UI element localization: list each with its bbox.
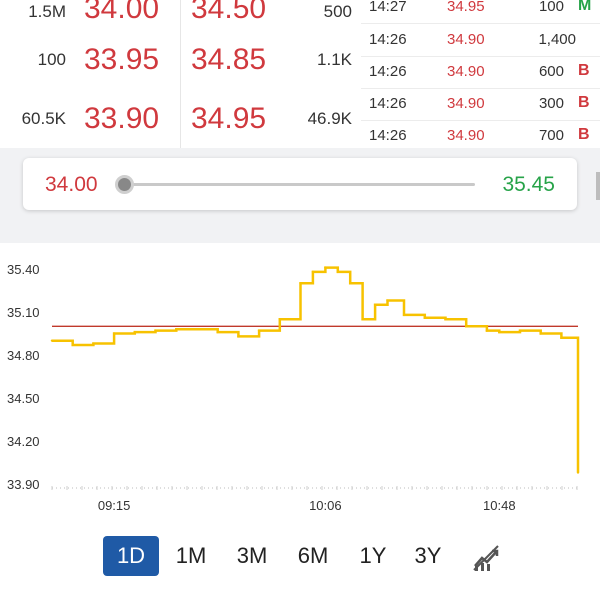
ask-volume: 500 — [323, 2, 352, 21]
trade-row: 14:27 34.95 100 M — [361, 0, 600, 24]
ask-price: 34.85 — [191, 43, 267, 76]
trade-row: 14:26 34.90 300 B — [361, 89, 600, 121]
order-book-row: 1.5M 34.00 34.50 500 — [0, 0, 360, 40]
price-point — [175, 328, 178, 331]
day-range-track — [125, 183, 475, 186]
ask-price: 34.95 — [191, 102, 267, 135]
ask-volume: 46.9K — [307, 109, 352, 128]
tab-1d[interactable]: 1D — [103, 536, 159, 576]
price-point — [539, 332, 542, 335]
tab-1m[interactable]: 1M — [175, 543, 207, 568]
trade-volume: 600 — [538, 63, 564, 80]
trade-side: B — [578, 126, 590, 143]
intraday-chart[interactable]: 35.40 35.10 34.80 34.50 34.20 33.90 09:15 10:06… — [0, 243, 600, 523]
x-tick-label: 10:06 — [309, 498, 342, 513]
order-book-row: 100 33.95 34.85 1.1K — [0, 30, 360, 88]
day-high-value: 35.45 — [502, 173, 555, 196]
tab-3m[interactable]: 3M — [236, 543, 268, 568]
trade-volume: 1,400 — [538, 31, 576, 48]
order-book-row: 60.5K 33.90 34.95 46.9K — [0, 89, 360, 147]
trade-row: 14:26 34.90 1,400 — [361, 25, 600, 57]
bid-price: 33.90 — [84, 102, 160, 135]
day-range-card: 34.00 35.45 — [23, 158, 577, 210]
ask-volume: 1.1K — [317, 50, 352, 69]
trade-price: 34.90 — [447, 63, 485, 80]
order-book: 1.5M 34.00 34.50 500 100 33.95 34.85 1.1… — [0, 0, 360, 148]
trade-time: 14:26 — [369, 63, 407, 80]
x-tick-label: 10:48 — [483, 498, 516, 513]
trade-volume: 100 — [538, 0, 564, 15]
bid-price: 33.95 — [84, 43, 160, 76]
period-tabs: 1D 1M 3M 6M 1Y 3Y — [0, 536, 600, 578]
trade-volume: 700 — [538, 127, 564, 144]
trade-side: B — [578, 62, 590, 79]
tab-6m[interactable]: 6M — [297, 543, 329, 568]
price-point — [518, 329, 522, 332]
trade-row: 14:26 34.90 600 B — [361, 57, 600, 89]
price-point — [444, 317, 447, 321]
price-chart-svg: 35.40 35.10 34.80 34.50 34.20 33.90 09:15 10:06… — [7, 262, 580, 513]
chart-style-toggle-icon[interactable] — [470, 542, 502, 574]
price-point — [154, 329, 157, 332]
price-point — [112, 332, 116, 335]
price-point — [386, 299, 389, 302]
y-tick-label: 35.10 — [7, 305, 40, 320]
y-tick-label: 35.40 — [7, 262, 40, 277]
day-range-knob[interactable] — [115, 175, 134, 194]
day-low-value: 34.00 — [45, 173, 98, 196]
price-point — [195, 328, 199, 331]
bid-price: 34.00 — [84, 0, 160, 25]
tab-3y[interactable]: 3Y — [414, 543, 442, 568]
price-series-line — [52, 266, 580, 473]
bid-volume: 1.5M — [28, 2, 66, 21]
price-point — [216, 330, 219, 334]
price-point — [237, 335, 240, 338]
price-point — [133, 330, 137, 334]
trade-price: 34.90 — [447, 95, 485, 112]
price-point — [361, 317, 364, 321]
price-point — [423, 316, 426, 319]
price-point — [560, 336, 563, 339]
bid-volume: 100 — [37, 50, 66, 69]
trade-side: B — [578, 94, 590, 111]
ask-price: 34.50 — [191, 0, 267, 25]
price-point — [299, 282, 302, 285]
trade-side: M — [578, 0, 592, 14]
trade-volume: 300 — [538, 95, 564, 112]
trade-time: 14:26 — [369, 95, 407, 112]
y-tick-label: 34.50 — [7, 391, 40, 406]
y-tick-label: 34.20 — [7, 434, 40, 449]
price-point — [373, 303, 377, 307]
price-point — [92, 342, 95, 345]
price-point — [311, 270, 315, 274]
y-tick-label: 33.90 — [7, 477, 40, 492]
trade-ticker: 14:27 34.95 100 M 14:26 34.90 1,400 14:2… — [361, 0, 600, 153]
price-point — [349, 282, 352, 285]
price-point — [464, 325, 468, 328]
price-point — [498, 330, 501, 334]
price-point — [402, 313, 406, 317]
tab-1y[interactable]: 1Y — [359, 543, 387, 568]
price-point — [257, 329, 261, 332]
trade-time: 14:26 — [369, 31, 407, 48]
price-point — [324, 266, 327, 269]
price-point — [71, 343, 74, 347]
price-point — [278, 317, 281, 321]
price-point — [485, 329, 489, 332]
price-point — [50, 339, 54, 342]
trade-price: 34.90 — [447, 127, 485, 144]
trade-time: 14:26 — [369, 127, 407, 144]
price-point — [336, 270, 339, 274]
scroll-indicator[interactable] — [596, 172, 600, 200]
bid-volume: 60.5K — [21, 109, 66, 128]
price-point — [576, 471, 580, 474]
y-tick-label: 34.80 — [7, 348, 40, 363]
order-book-divider — [180, 0, 181, 148]
trade-price: 34.95 — [447, 0, 485, 15]
trade-price: 34.90 — [447, 31, 485, 48]
trade-time: 14:27 — [369, 0, 407, 15]
x-tick-label: 09:15 — [98, 498, 131, 513]
